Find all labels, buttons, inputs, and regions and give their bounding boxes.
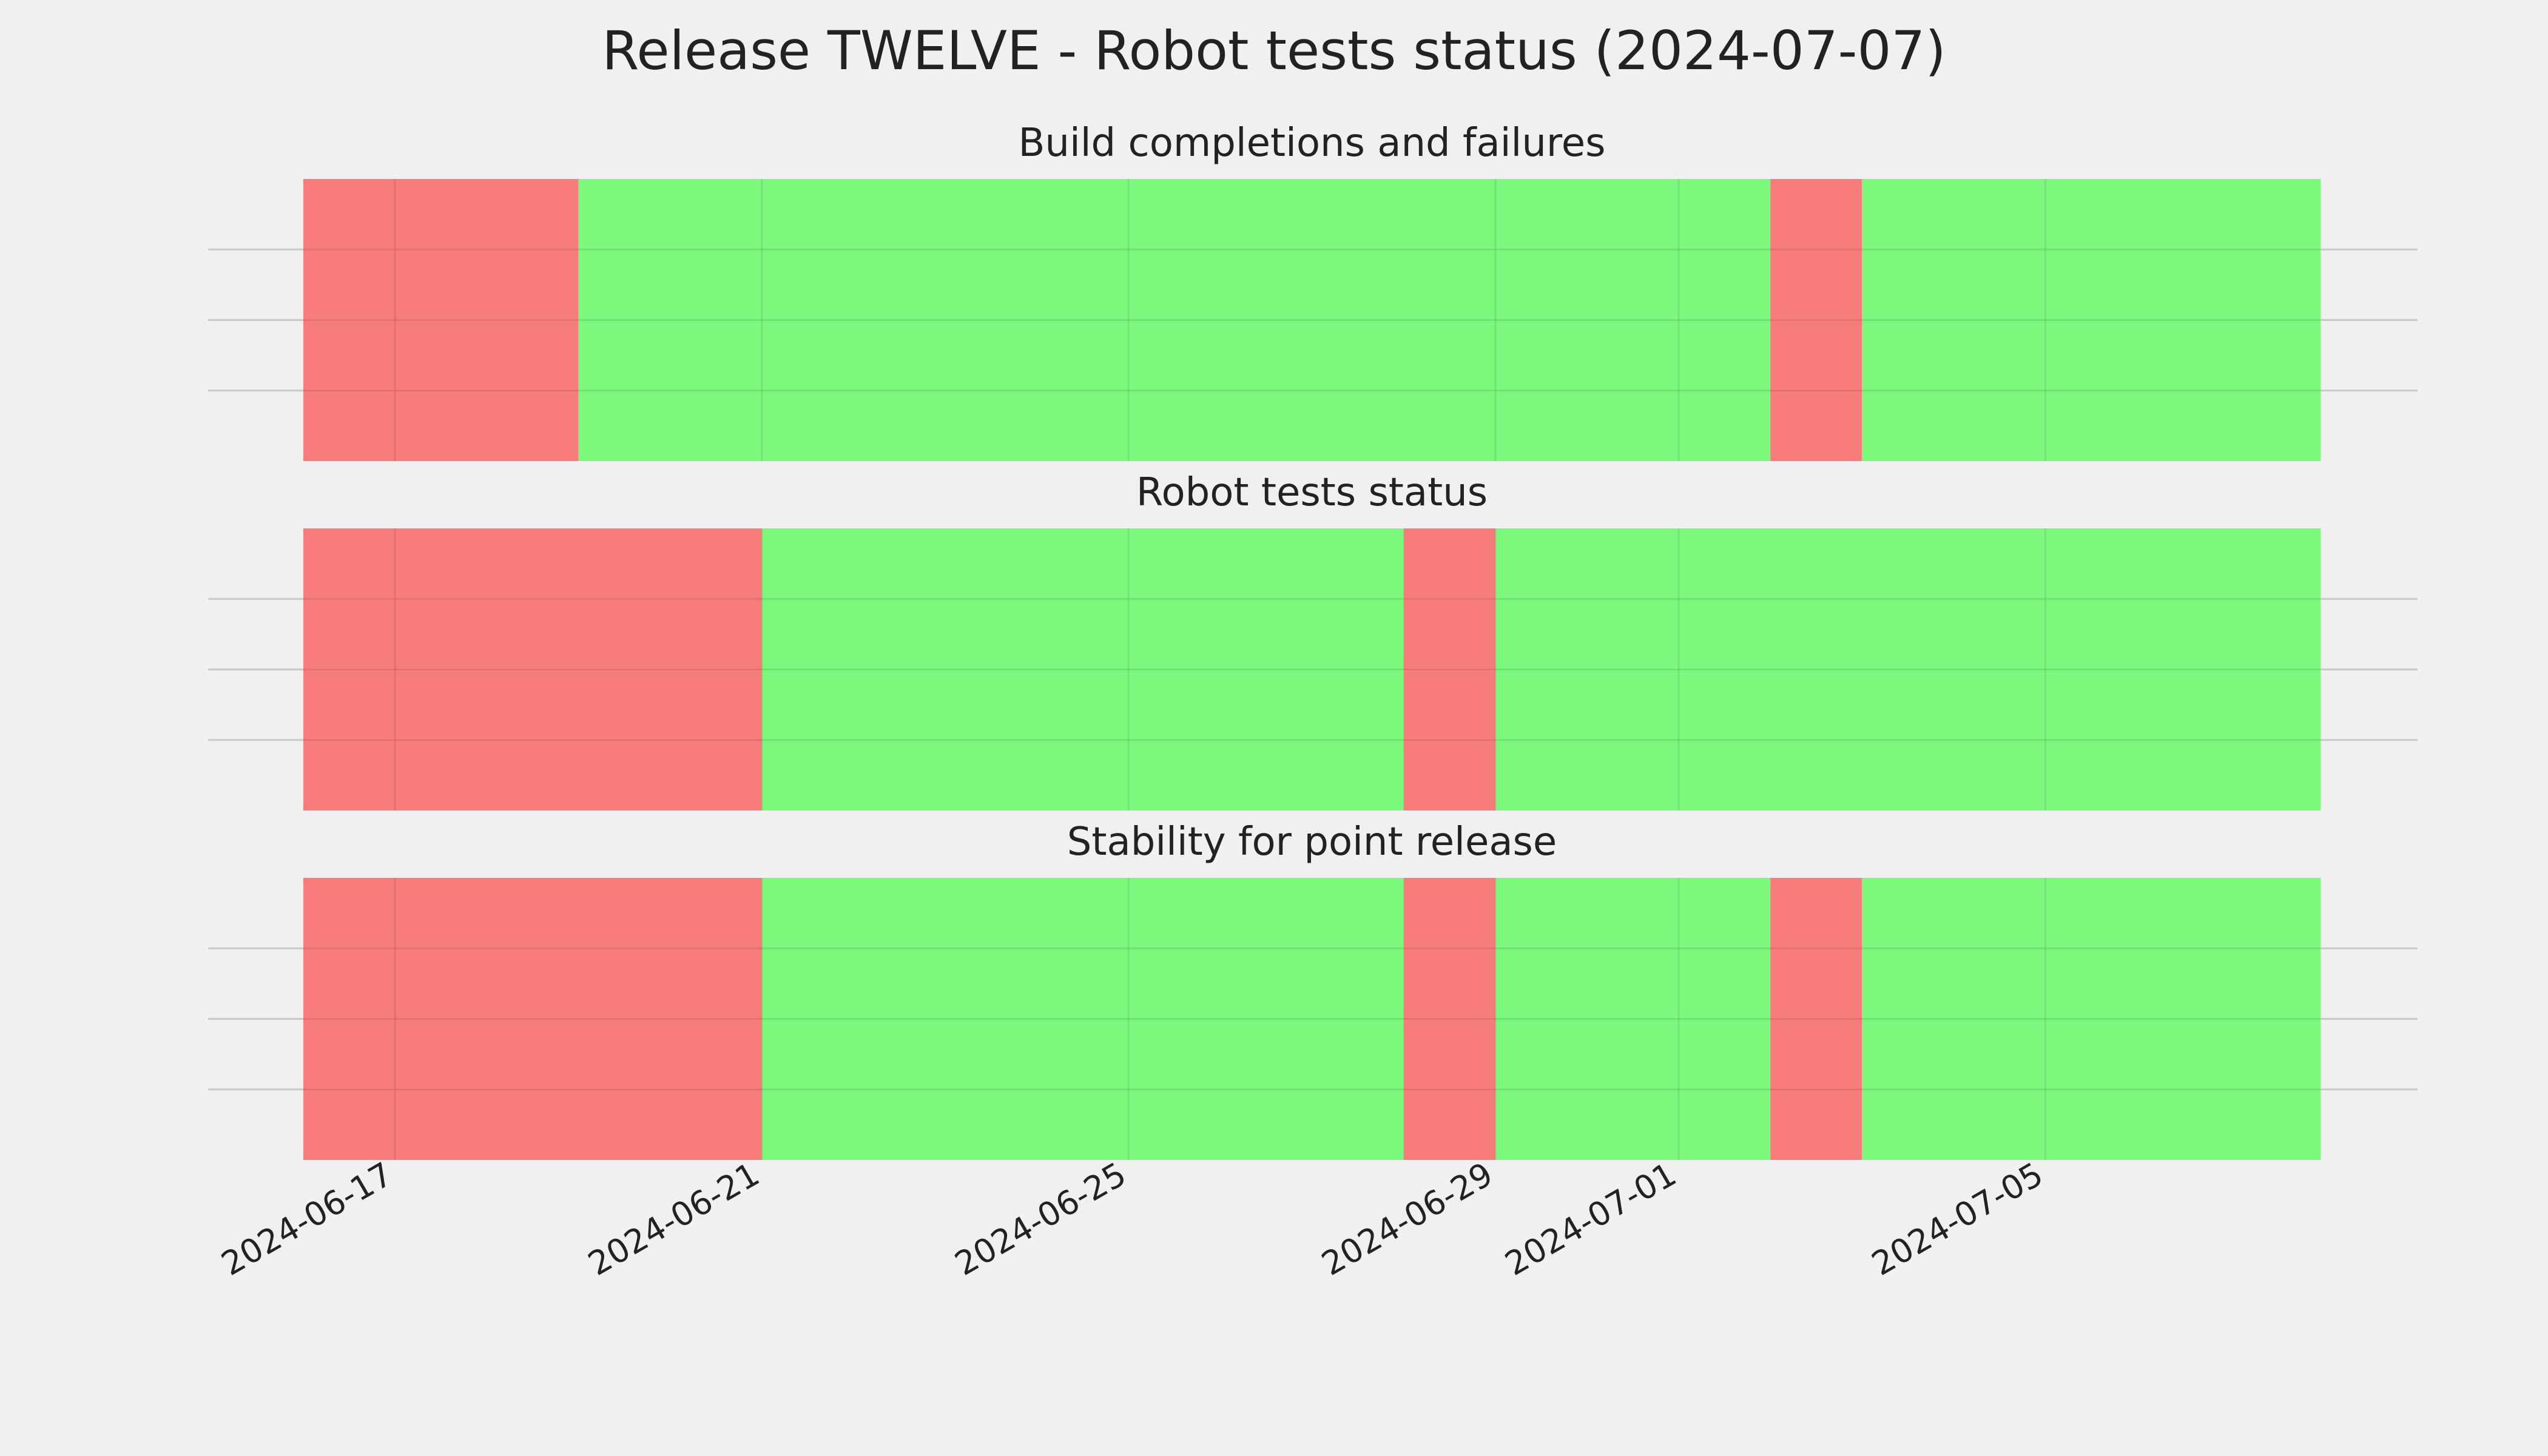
status-segment-fail [1403, 878, 1495, 1160]
panel-title: Stability for point release [1067, 820, 1557, 864]
status-segment-pass [761, 528, 1404, 811]
panel-title: Robot tests status [1136, 470, 1488, 515]
status-segment-pass [1862, 179, 2320, 461]
status-segment-pass [578, 179, 1771, 461]
status-segment-fail [303, 878, 762, 1160]
panel-title: Build completions and failures [1019, 121, 1606, 166]
panel-1: Build completions and failures [208, 121, 2418, 461]
status-segment-pass [761, 878, 1404, 1160]
status-segment-fail [1770, 878, 1862, 1160]
chart-title: Release TWELVE - Robot tests status (202… [602, 19, 1946, 82]
panel-2: Robot tests status [208, 470, 2418, 811]
status-segment-pass [1495, 878, 1771, 1160]
status-segment-pass [1862, 878, 2320, 1160]
status-segment-fail [303, 179, 579, 461]
panels-group: Build completions and failures Robot test… [208, 121, 2418, 1160]
status-segment-pass [1495, 528, 2320, 811]
panel-3: Stability for point release [208, 820, 2418, 1160]
status-segment-fail [1403, 528, 1495, 811]
status-segment-fail [303, 528, 762, 811]
status-segment-fail [1770, 179, 1862, 461]
